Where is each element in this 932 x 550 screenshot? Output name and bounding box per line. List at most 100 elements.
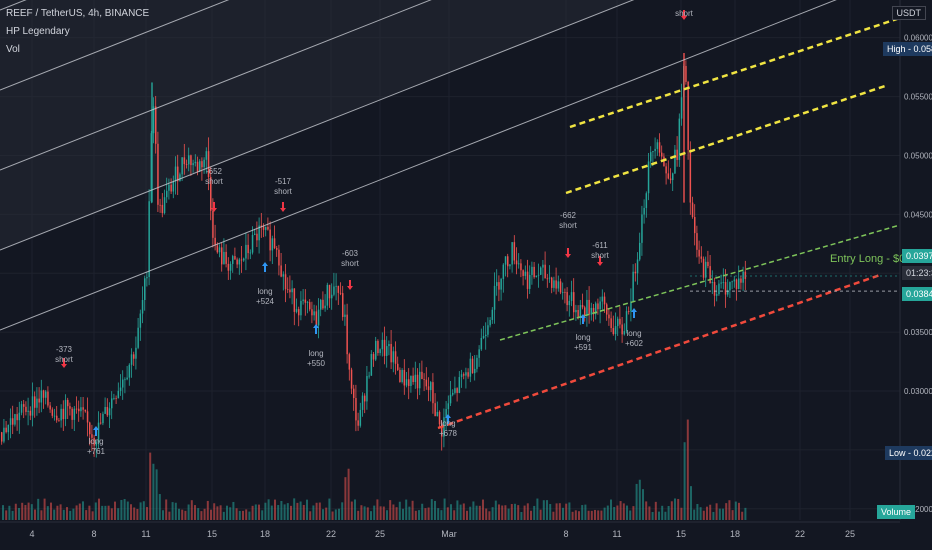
time-tick-label: 8: [91, 529, 96, 539]
signal-label: -611: [592, 241, 608, 250]
signal-value: +678: [439, 429, 458, 438]
candle-body: [606, 304, 608, 315]
volume-bar: [258, 504, 260, 520]
candle-body: [702, 258, 705, 278]
volume-bar: [539, 509, 542, 520]
volume-bar: [526, 503, 529, 520]
volume-bar: [546, 500, 548, 520]
candle-body: [595, 303, 597, 315]
volume-bar: [366, 507, 369, 520]
candle-body: [45, 391, 47, 398]
candle-body: [126, 377, 128, 380]
long-arrow-icon: [262, 262, 268, 272]
volume-bar: [709, 504, 712, 520]
candle-body: [432, 382, 434, 404]
candle-body: [75, 408, 78, 410]
time-axis: 4 8 11 15 18 22 25 Mar 8 11 15 18 22 25: [0, 521, 900, 550]
volume-bar: [158, 494, 161, 520]
short-arrow-icon: [597, 256, 603, 266]
volume-bar: [245, 509, 248, 520]
candle-body: [34, 396, 36, 408]
candle-body: [709, 266, 711, 284]
volume-bar: [30, 504, 33, 520]
volume-bar: [165, 499, 168, 520]
candle-body: [155, 106, 157, 144]
candle-body: [452, 392, 454, 395]
volume-bar: [418, 510, 420, 520]
candle-body: [740, 278, 742, 283]
volume-bar: [475, 505, 478, 520]
volume-bar: [376, 499, 379, 520]
volume-bar: [290, 505, 292, 520]
candle-body: [366, 376, 368, 402]
volume-bar: [581, 505, 584, 520]
candle-body: [573, 292, 575, 313]
volume-bar: [50, 502, 52, 520]
candle-body: [522, 270, 524, 276]
volume-bar: [674, 498, 676, 520]
candle-body: [113, 398, 115, 399]
candle-body: [421, 371, 423, 379]
candle-body: [661, 152, 663, 157]
currency-badge[interactable]: USDT: [891, 6, 926, 20]
candle-body: [419, 371, 421, 389]
candle-body: [705, 261, 707, 278]
candle-body: [612, 328, 615, 335]
candle-body: [210, 177, 212, 211]
volume-bar: [533, 505, 536, 520]
candle-body: [669, 178, 672, 181]
candle-body: [335, 285, 337, 287]
green-trend-line: [499, 224, 901, 341]
candle-body: [405, 379, 408, 386]
volume-bar: [498, 504, 500, 520]
volume-bar: [549, 504, 552, 520]
candle-body: [617, 318, 619, 327]
candle-body: [12, 418, 14, 425]
candle-body: [7, 424, 10, 433]
candle-body: [590, 307, 593, 315]
signal-label: long: [440, 419, 455, 428]
volume-bar: [510, 504, 513, 520]
candle-body: [163, 197, 166, 214]
volume-bar: [744, 507, 747, 520]
candle-body: [133, 354, 135, 359]
candle-body: [379, 349, 381, 354]
time-tick-label: 11: [612, 529, 621, 539]
candle-body: [372, 354, 375, 360]
signal-label: long: [575, 333, 590, 342]
candle-body: [225, 251, 227, 264]
volume-bar: [315, 502, 318, 520]
candle-body: [513, 242, 516, 261]
volume-bar: [56, 505, 59, 520]
candle-body: [227, 263, 230, 271]
volume-bar: [312, 505, 315, 520]
volume-bar: [197, 508, 200, 520]
candle-body: [102, 413, 104, 424]
volume-bar: [139, 502, 142, 520]
candle-body: [603, 296, 606, 305]
volume-bar: [402, 508, 404, 520]
volume-bar: [642, 489, 644, 520]
candle-body: [128, 364, 131, 378]
candle-body: [403, 369, 406, 386]
volume-bar: [2, 505, 4, 520]
candle-body: [36, 398, 38, 408]
candle-body: [295, 309, 298, 312]
candle-body: [575, 309, 577, 313]
candle-body: [196, 161, 199, 172]
candle-body: [251, 234, 254, 253]
candle-body: [302, 299, 304, 301]
signal-label: -603: [342, 249, 359, 258]
volume-bar: [587, 510, 590, 520]
volume-bar: [338, 508, 340, 520]
candle-body: [282, 274, 285, 277]
volume-bar: [184, 510, 187, 520]
volume-bar: [731, 510, 734, 520]
candle-body: [610, 318, 612, 329]
candle-body: [108, 408, 111, 416]
volume-bar: [379, 506, 382, 520]
candle-body: [62, 408, 65, 420]
volume-bar: [306, 499, 308, 520]
